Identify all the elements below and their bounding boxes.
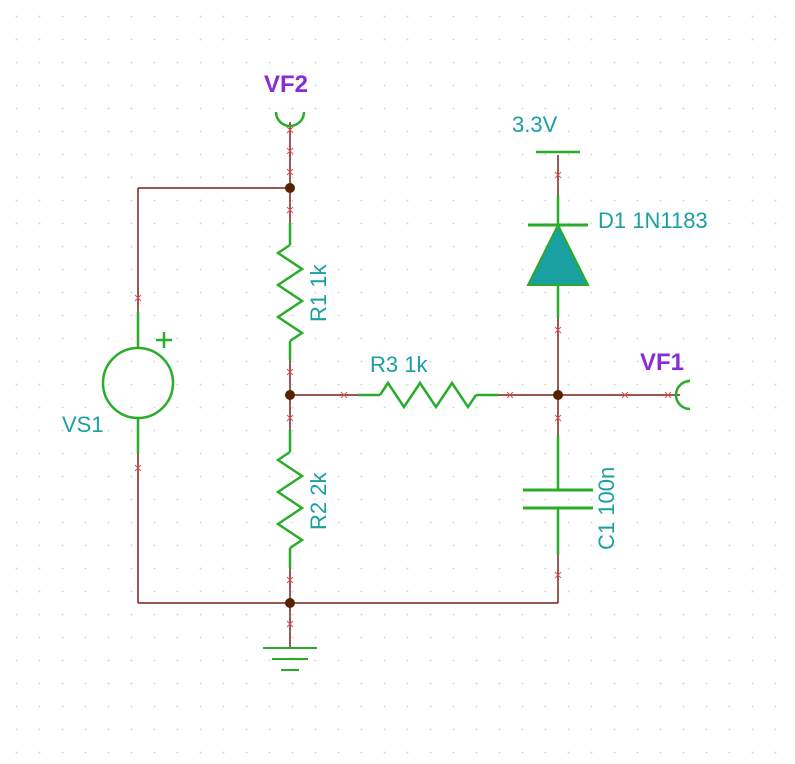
resistor-r3 [358,383,498,407]
label-vs1: VS1 [62,412,104,437]
pin-marks [135,127,671,627]
label-vf1: VF1 [640,349,684,376]
label-r2: R2 2k [306,472,331,530]
label-c1: C1 100n [594,467,619,550]
label-r1: R1 1k [306,264,331,322]
vsource-vs1 [103,312,173,454]
schematic-canvas: VF2 VF1 3.3V VS1 D1 1N1183 R3 1k R1 1k R… [0,0,795,764]
capacitor-c1 [523,435,593,555]
label-supply: 3.3V [512,112,558,137]
label-r3: R3 1k [370,352,428,377]
ground-symbol [263,648,317,670]
label-d1: D1 1N1183 [598,208,708,233]
resistor-r2 [278,430,302,568]
diode-d1 [528,195,588,318]
label-vf2: VF2 [264,71,308,98]
wires [138,122,680,648]
resistor-r1 [278,223,302,360]
